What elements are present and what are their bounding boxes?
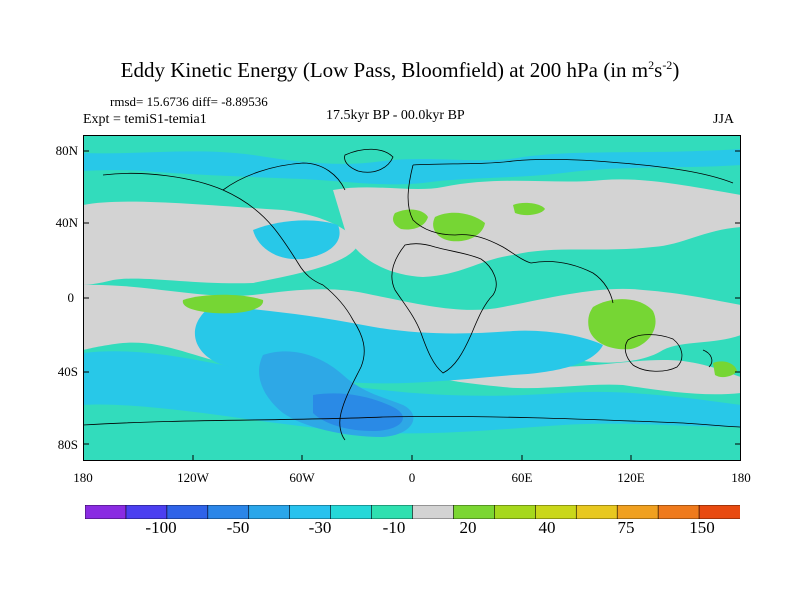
colorbar-swatch xyxy=(412,505,455,519)
map-ticks xyxy=(83,150,741,461)
cyan-region xyxy=(83,149,741,185)
colorbar-swatch xyxy=(207,505,250,519)
neutral-region xyxy=(333,179,741,277)
colorbar-label: -100 xyxy=(145,518,177,537)
stats-line: rmsd= 15.6736 diff= -8.89536 xyxy=(110,94,268,109)
colorbar-label: -10 xyxy=(382,518,406,537)
cyan-region xyxy=(253,220,340,260)
season-label: JJA xyxy=(713,112,735,127)
colorbar-swatch xyxy=(453,505,496,519)
lon-label-180w: 180 xyxy=(73,470,93,485)
green-region xyxy=(182,294,264,314)
colorbar-swatch xyxy=(125,505,168,519)
lon-label-180e: 180 xyxy=(731,470,751,485)
colorbar-swatch xyxy=(657,505,700,519)
colorbar-swatch xyxy=(575,505,618,519)
map-plot xyxy=(83,135,741,461)
lon-label-60w: 60W xyxy=(289,470,315,485)
lat-label-40n: 40N xyxy=(55,215,78,230)
period-label: 17.5kyr BP - 00.0kyr BP xyxy=(326,108,465,123)
green-region xyxy=(588,299,656,350)
lon-label-60e: 60E xyxy=(511,470,533,485)
colorbar xyxy=(85,505,740,519)
lat-label-80s: 80S xyxy=(57,437,78,452)
cyan-region xyxy=(83,351,741,434)
lon-label-120w: 120W xyxy=(177,470,209,485)
green-region xyxy=(393,209,428,230)
colorbar-swatch xyxy=(616,505,659,519)
colorbar-label: 150 xyxy=(689,518,715,537)
lat-label-40s: 40S xyxy=(57,364,78,379)
colorbar-swatch xyxy=(698,505,740,519)
experiment-label: Expt = temiS1-temia1 xyxy=(83,112,207,127)
colorbar-label: 40 xyxy=(538,518,556,537)
colorbar-swatch xyxy=(535,505,578,519)
green-region xyxy=(713,361,737,378)
coastlines xyxy=(83,148,741,441)
lat-label-80n: 80N xyxy=(55,143,78,158)
lon-label-120e: 120E xyxy=(617,470,645,485)
colorbar-swatch xyxy=(330,505,373,519)
green-region xyxy=(513,202,545,216)
colorbar-swatch xyxy=(289,505,332,519)
lon-label-0: 0 xyxy=(408,470,416,485)
colorbar-swatch xyxy=(85,505,127,519)
lat-label-0: 0 xyxy=(67,290,75,305)
colorbar-label: 20 xyxy=(459,518,477,537)
colorbar-swatch xyxy=(248,505,291,519)
chart-title: Eddy Kinetic Energy (Low Pass, Bloomfiel… xyxy=(120,58,680,82)
colorbar-swatch xyxy=(371,505,414,519)
colorbar-swatch xyxy=(494,505,537,519)
colorbar-label: 75 xyxy=(617,518,635,537)
colorbar-label: -50 xyxy=(226,518,250,537)
colorbar-label: -30 xyxy=(308,518,332,537)
colorbar-swatch xyxy=(166,505,209,519)
deep-blue-region xyxy=(313,393,403,431)
